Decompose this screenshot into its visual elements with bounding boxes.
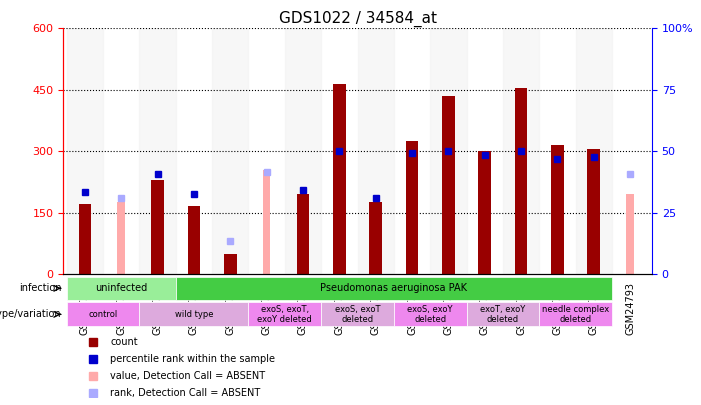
Text: Pseudomonas aeruginosa PAK: Pseudomonas aeruginosa PAK (320, 283, 468, 293)
Bar (406, 141, 418, 274)
Bar (478, 151, 491, 274)
Bar (151, 180, 164, 274)
Text: wild type: wild type (175, 310, 213, 319)
Bar (333, 83, 346, 274)
Text: needle complex
deleted: needle complex deleted (542, 305, 609, 324)
Text: uninfected: uninfected (95, 283, 147, 293)
FancyBboxPatch shape (139, 302, 248, 326)
Bar (67, 28, 103, 274)
FancyBboxPatch shape (67, 277, 176, 300)
Bar (515, 88, 527, 274)
Text: control: control (88, 310, 118, 319)
Bar (551, 145, 564, 274)
Bar (285, 28, 321, 274)
Bar (358, 28, 394, 274)
Bar (118, 202, 125, 274)
FancyBboxPatch shape (321, 302, 394, 326)
Text: rank, Detection Call = ABSENT: rank, Detection Call = ABSENT (110, 388, 261, 399)
FancyBboxPatch shape (467, 302, 539, 326)
FancyBboxPatch shape (539, 302, 612, 326)
FancyBboxPatch shape (394, 302, 467, 326)
Text: exoS, exoY
deleted: exoS, exoY deleted (407, 305, 453, 324)
Bar (188, 207, 200, 274)
Text: value, Detection Call = ABSENT: value, Detection Call = ABSENT (110, 371, 265, 381)
Bar (297, 194, 309, 274)
Bar (503, 28, 539, 274)
Bar (212, 28, 248, 274)
FancyBboxPatch shape (176, 277, 612, 300)
Text: exoS, exoT,
exoY deleted: exoS, exoT, exoY deleted (257, 305, 312, 324)
FancyBboxPatch shape (67, 302, 139, 326)
Text: infection: infection (19, 283, 61, 293)
Text: exoT, exoY
deleted: exoT, exoY deleted (480, 305, 526, 324)
Bar (626, 194, 634, 274)
Text: percentile rank within the sample: percentile rank within the sample (110, 354, 275, 364)
Bar (442, 96, 455, 274)
Bar (576, 28, 612, 274)
Bar (587, 149, 600, 274)
Bar (369, 202, 382, 274)
Text: count: count (110, 337, 138, 347)
Bar (263, 170, 271, 274)
Text: exoS, exoT
deleted: exoS, exoT deleted (335, 305, 380, 324)
Bar (224, 254, 237, 274)
Bar (139, 28, 176, 274)
Title: GDS1022 / 34584_at: GDS1022 / 34584_at (278, 11, 437, 27)
Bar (430, 28, 467, 274)
FancyBboxPatch shape (248, 302, 321, 326)
Text: genotype/variation: genotype/variation (0, 309, 61, 320)
Bar (79, 205, 91, 274)
